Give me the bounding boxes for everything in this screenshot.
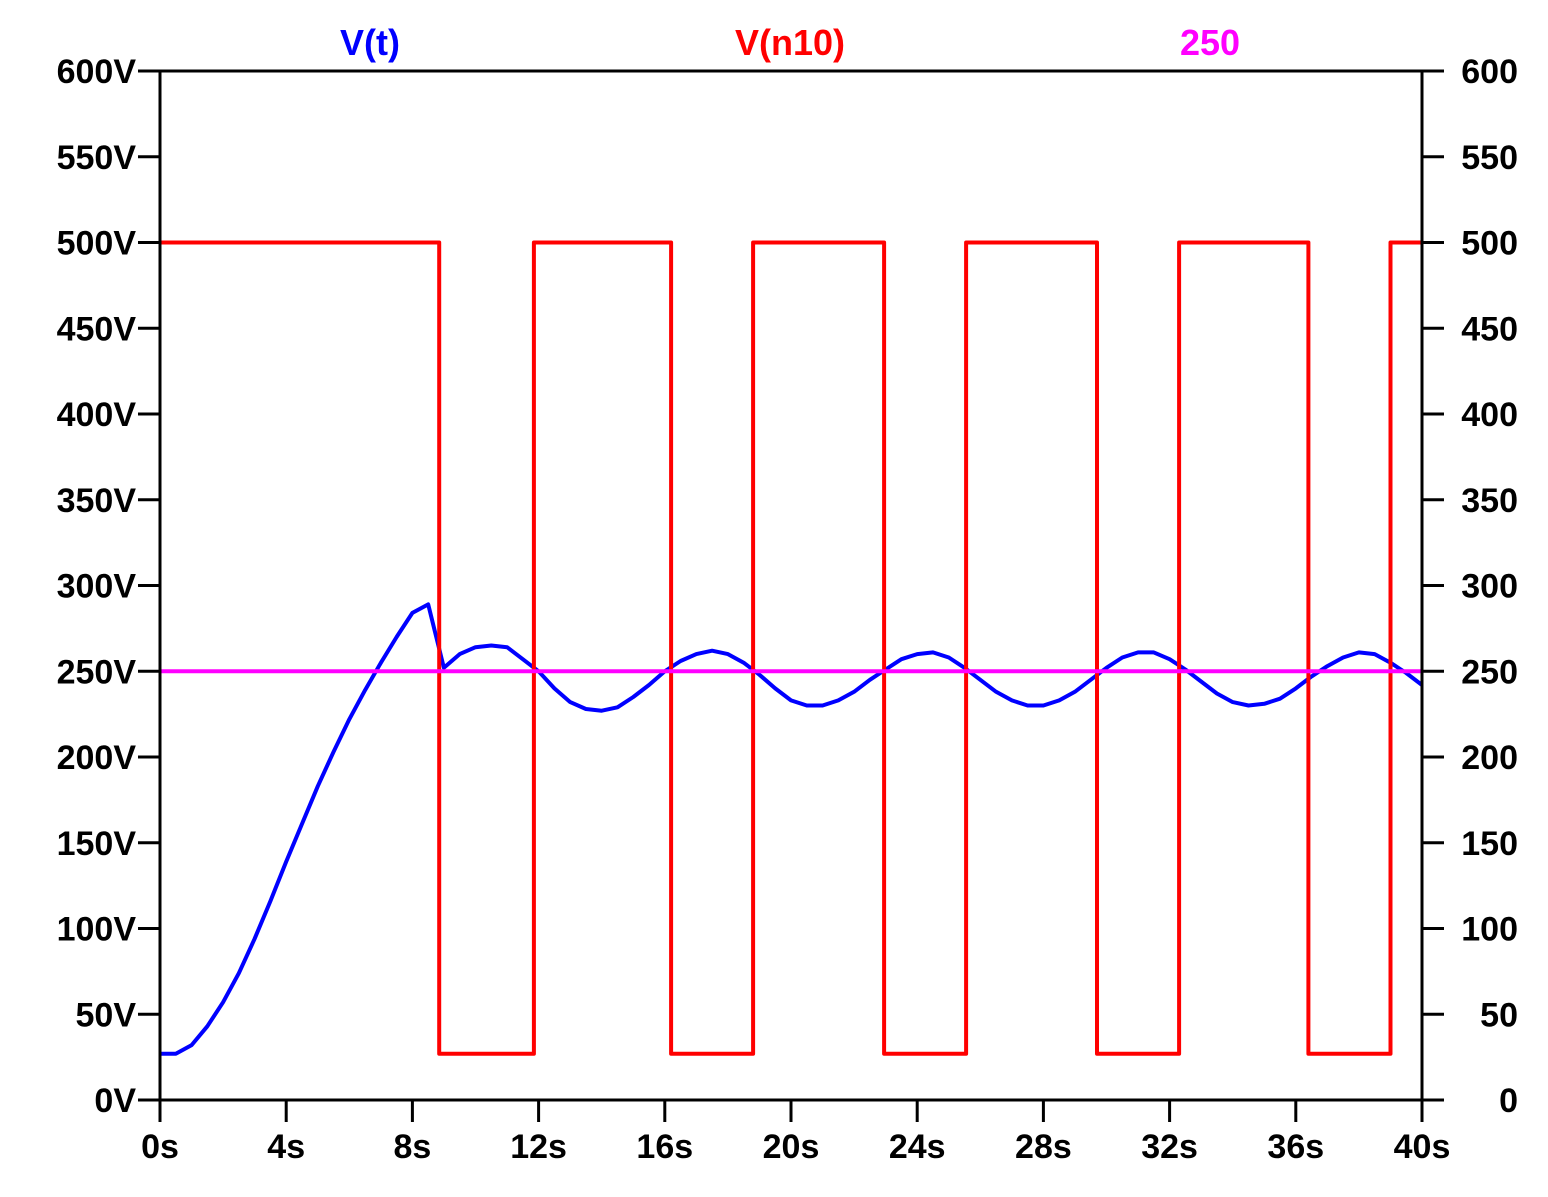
y2-tick-label: 600 (1461, 53, 1518, 91)
y2-tick-label: 450 (1461, 310, 1518, 348)
y-tick-label: 400V (57, 396, 137, 434)
x-tick-label: 40s (1394, 1128, 1451, 1166)
y-tick-label: 350V (57, 482, 137, 520)
legend-label-250: 250 (1180, 22, 1240, 63)
series-layer (160, 240, 1422, 1056)
x-tick-label: 16s (636, 1128, 693, 1166)
y2-tick-label: 500 (1461, 225, 1518, 263)
y2-tick-label: 400 (1461, 396, 1518, 434)
y-tick-label: 250V (57, 653, 137, 691)
x-tick-label: 0s (141, 1128, 179, 1166)
y2-tick-label: 200 (1461, 739, 1518, 777)
y-tick-label: 0V (94, 1082, 136, 1120)
legend: V(t) V(n10) 250 (340, 22, 1240, 63)
x-tick-label: 12s (510, 1128, 567, 1166)
legend-label-vn10: V(n10) (735, 22, 845, 63)
x-tick-label: 28s (1015, 1128, 1072, 1166)
y-tick-label: 550V (57, 139, 137, 177)
y2-tick-label: 100 (1461, 911, 1518, 949)
y-tick-label: 200V (57, 739, 137, 777)
series-vn10-line (160, 240, 1422, 1056)
x-tick-label: 4s (267, 1128, 305, 1166)
y2-tick-label: 50 (1480, 996, 1518, 1034)
y2-tick-label: 250 (1461, 653, 1518, 691)
x-tick-label: 20s (763, 1128, 820, 1166)
axes: 0V 0 50V 50 100V 100 150V 150 200V 200 250V 250 300V… (57, 53, 1518, 1166)
series-vt-line (160, 602, 1422, 1056)
x-tick-label: 8s (393, 1128, 431, 1166)
y-tick-label: 500V (57, 225, 137, 263)
y2-tick-label: 350 (1461, 482, 1518, 520)
y-tick-label: 600V (57, 53, 137, 91)
plot-frame (158, 69, 1424, 1102)
y-tick-label: 50V (76, 996, 137, 1034)
y2-tick-label: 550 (1461, 139, 1518, 177)
x-tick-label: 36s (1267, 1128, 1324, 1166)
y-tick-label: 450V (57, 310, 137, 348)
x-tick-label: 32s (1141, 1128, 1198, 1166)
y-tick-label: 300V (57, 568, 137, 606)
y-tick-label: 150V (57, 825, 137, 863)
x-tick-label: 24s (889, 1128, 946, 1166)
y2-tick-label: 150 (1461, 825, 1518, 863)
y2-tick-label: 300 (1461, 568, 1518, 606)
y2-tick-label: 0 (1499, 1082, 1518, 1120)
y-tick-label: 100V (57, 911, 137, 949)
legend-label-vt: V(t) (340, 22, 400, 63)
